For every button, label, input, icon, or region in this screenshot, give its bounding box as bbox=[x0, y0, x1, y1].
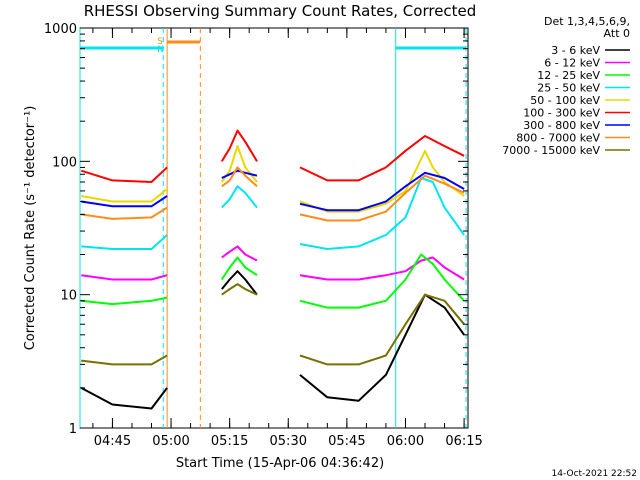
night-flag-label: N bbox=[157, 45, 164, 55]
series-50-100-kev bbox=[81, 145, 465, 213]
legend-header: Att 0 bbox=[604, 27, 630, 40]
y-tick-label: 1 bbox=[69, 422, 77, 437]
legend-entry-label: 6 - 12 keV bbox=[544, 57, 600, 70]
y-tick-label: 1000 bbox=[44, 22, 77, 37]
series-line bbox=[299, 135, 465, 182]
chart-title: RHESSI Observing Summary Count Rates, Co… bbox=[84, 2, 477, 20]
legend-entry-label: 50 - 100 keV bbox=[530, 94, 600, 107]
series-line bbox=[221, 185, 258, 209]
x-tick-label: 06:00 bbox=[387, 434, 424, 449]
x-tick-label: 06:15 bbox=[445, 434, 482, 449]
series-line bbox=[221, 245, 258, 262]
series-line bbox=[299, 171, 465, 212]
series-line bbox=[220, 256, 258, 281]
series-line bbox=[81, 296, 168, 306]
series-line bbox=[299, 174, 465, 222]
series-7000-15000-kev bbox=[81, 283, 465, 366]
series-100-300-kev bbox=[80, 129, 465, 183]
legend-entry-label: 300 - 800 keV bbox=[523, 119, 600, 132]
series-line bbox=[81, 206, 168, 220]
x-tick-label: 05:15 bbox=[211, 434, 248, 449]
y-tick-label: 100 bbox=[52, 155, 77, 170]
series-line bbox=[299, 256, 465, 281]
x-tick-label: 05:00 bbox=[152, 434, 189, 449]
series-800-7000-kev bbox=[81, 166, 465, 222]
flag-layer: SN bbox=[79, 28, 467, 428]
series-line bbox=[299, 149, 465, 213]
x-tick-label: 05:45 bbox=[328, 434, 365, 449]
saa-flag-label: S bbox=[157, 37, 163, 47]
x-tick-label: 04:45 bbox=[94, 434, 131, 449]
plot-frame bbox=[79, 27, 469, 429]
series-line bbox=[221, 283, 258, 296]
series-line bbox=[80, 387, 168, 410]
series-300-800-kev bbox=[81, 169, 465, 212]
series-25-50-kev bbox=[81, 177, 465, 250]
y-axis-label: Corrected Count Rate (s⁻¹ detector⁻¹) bbox=[23, 106, 38, 351]
series-6-12-kev bbox=[81, 245, 465, 281]
legend-entry-label: 7000 - 15000 keV bbox=[502, 144, 600, 157]
legend-entry-label: 100 - 300 keV bbox=[523, 107, 600, 120]
series-line bbox=[221, 270, 258, 296]
legend-entry-label: 25 - 50 keV bbox=[537, 82, 600, 95]
series-line bbox=[299, 293, 465, 402]
series-layer bbox=[80, 129, 465, 410]
legend-entry-label: 800 - 7000 keV bbox=[516, 132, 600, 145]
series-line bbox=[220, 129, 258, 162]
date-stamp: 14-Oct-2021 22:52 bbox=[552, 469, 637, 479]
series-line bbox=[81, 274, 168, 281]
series-3-6-kev bbox=[80, 270, 465, 410]
series-line bbox=[221, 166, 258, 188]
legend-header: Det 1,3,4,5,6,9, bbox=[544, 15, 630, 28]
series-line bbox=[81, 354, 168, 366]
series-line bbox=[299, 177, 465, 250]
legend-entry-label: 12 - 25 keV bbox=[537, 69, 600, 82]
series-line bbox=[299, 253, 465, 309]
x-axis-label: Start Time (15-Apr-06 04:36:42) bbox=[176, 456, 384, 471]
series-line bbox=[221, 169, 258, 179]
series-line bbox=[81, 195, 168, 208]
series-line bbox=[299, 293, 465, 366]
y-tick-label: 10 bbox=[60, 289, 77, 304]
series-12-25-kev bbox=[81, 253, 465, 309]
series-line bbox=[81, 234, 168, 250]
series-line bbox=[80, 166, 168, 183]
series-line bbox=[81, 188, 168, 203]
x-tick-label: 05:30 bbox=[270, 434, 307, 449]
axes-layer: 1 10 100 1000 04:45 05:00 05:15 05:30 05:45 06:00… bbox=[44, 22, 483, 449]
legend-entry-label: 3 - 6 keV bbox=[551, 44, 600, 57]
